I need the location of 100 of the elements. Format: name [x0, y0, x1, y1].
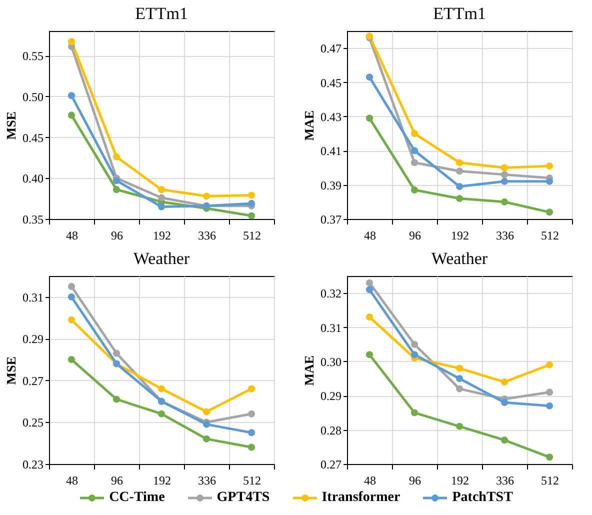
legend-label: GPT4TS — [216, 490, 270, 506]
y-tick-label: 0.27 — [22, 374, 44, 388]
point — [500, 164, 508, 172]
y-tick-label: 0.30 — [320, 354, 342, 369]
point — [410, 159, 418, 166]
legend-label: Itransformer — [322, 490, 400, 506]
point — [366, 114, 374, 122]
point — [366, 286, 374, 294]
point — [202, 192, 210, 200]
point — [366, 313, 374, 321]
y-tick-label: 0.29 — [22, 332, 44, 346]
y-tick-label: 0.41 — [320, 144, 342, 158]
point — [112, 177, 120, 184]
chart-title: ETTm1 — [433, 4, 486, 23]
point — [456, 159, 464, 166]
x-tick-label: 512 — [243, 228, 261, 242]
point — [158, 203, 166, 210]
point — [68, 356, 76, 364]
y-tick-label: 0.25 — [22, 416, 44, 430]
point — [546, 388, 554, 396]
x-tick-label: 512 — [243, 474, 261, 488]
y-tick-label: 0.37 — [320, 212, 342, 226]
point — [248, 200, 256, 207]
legend-label: PatchTST — [452, 490, 513, 506]
point — [456, 168, 464, 175]
y-tick-label: 0.40 — [22, 172, 44, 186]
y-tick-label: 0.50 — [22, 90, 44, 104]
point — [500, 178, 508, 185]
point — [248, 429, 256, 436]
point — [248, 410, 256, 418]
point — [456, 194, 464, 202]
chart-title: ETTm1 — [135, 4, 188, 23]
point — [68, 316, 76, 324]
y-tick-label: 0.47 — [320, 42, 342, 56]
y-axis-title: MSE — [4, 356, 18, 385]
y-tick-label: 0.32 — [320, 286, 342, 301]
point — [546, 402, 554, 410]
y-tick-label: 0.29 — [320, 389, 342, 404]
point — [248, 212, 256, 220]
x-tick-label: 48 — [66, 228, 78, 242]
point — [500, 398, 508, 406]
point — [112, 186, 120, 194]
x-tick-label: 512 — [541, 474, 559, 488]
x-tick-label: 96 — [409, 228, 421, 242]
point — [546, 208, 554, 216]
legend-label: CC-Time — [109, 490, 165, 506]
chart-title: Weather — [431, 249, 488, 268]
y-tick-label: 0.39 — [320, 178, 342, 192]
point — [112, 396, 120, 403]
point — [366, 351, 374, 358]
point — [68, 282, 76, 290]
y-axis-title: MAE — [302, 355, 316, 386]
point — [68, 38, 76, 46]
x-tick-label: 336 — [198, 474, 216, 488]
y-tick-label: 0.28 — [320, 423, 342, 438]
point — [456, 364, 464, 372]
point — [158, 186, 166, 194]
point — [410, 351, 418, 358]
point — [112, 153, 120, 160]
y-tick-label: 0.23 — [22, 458, 44, 472]
point — [410, 409, 418, 416]
point — [456, 422, 464, 430]
y-tick-label: 0.31 — [320, 320, 342, 335]
x-tick-label: 336 — [496, 474, 514, 488]
point — [410, 340, 418, 348]
chart-title: Weather — [133, 249, 190, 268]
point — [158, 194, 166, 202]
x-tick-label: 48 — [364, 474, 376, 488]
point — [366, 279, 374, 286]
point — [68, 112, 76, 119]
point — [248, 444, 256, 451]
x-tick-label: 192 — [451, 474, 469, 488]
x-tick-label: 96 — [409, 474, 421, 488]
point — [546, 162, 554, 170]
x-tick-label: 48 — [66, 474, 78, 488]
point — [410, 130, 418, 138]
point — [500, 198, 508, 206]
point — [158, 410, 166, 418]
y-tick-label: 0.27 — [320, 458, 342, 472]
point — [248, 385, 256, 392]
point — [68, 293, 76, 300]
y-tick-label: 0.45 — [22, 130, 44, 145]
point — [546, 454, 554, 461]
point — [248, 192, 256, 199]
point — [546, 178, 554, 185]
point — [500, 378, 508, 386]
point — [112, 350, 120, 357]
x-tick-label: 336 — [496, 228, 514, 242]
point — [500, 171, 508, 178]
point — [202, 435, 210, 442]
x-tick-label: 48 — [364, 228, 376, 242]
x-tick-label: 96 — [111, 228, 123, 242]
point — [456, 375, 464, 382]
y-tick-label: 0.43 — [320, 110, 342, 124]
x-tick-label: 336 — [198, 228, 216, 242]
point — [500, 436, 508, 444]
point — [456, 385, 464, 392]
x-tick-label: 512 — [541, 228, 559, 242]
y-tick-label: 0.45 — [320, 76, 342, 90]
x-tick-label: 192 — [451, 228, 469, 242]
